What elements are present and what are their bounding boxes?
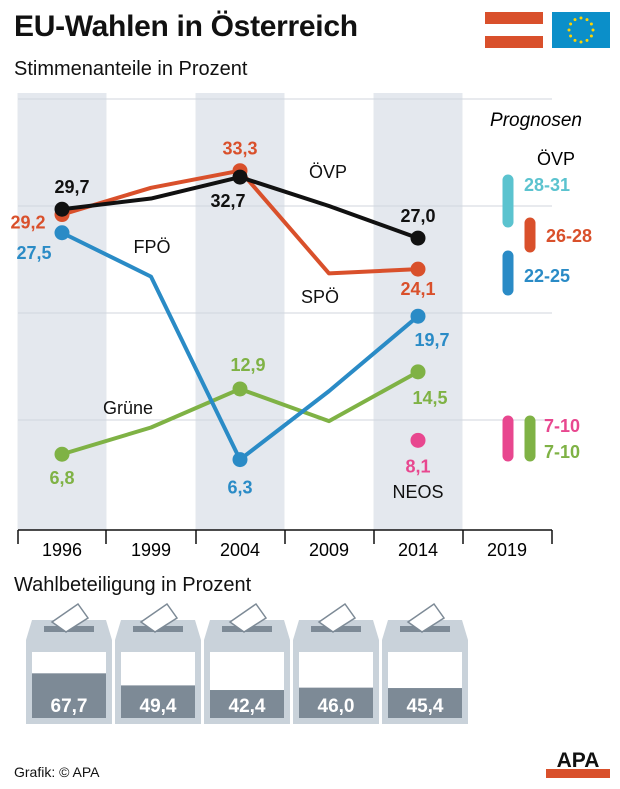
x-tick-2009: 2009	[309, 540, 349, 560]
chart-subtitle: Stimmenanteile in Prozent	[14, 58, 248, 80]
credit-text: Grafik: © APA	[14, 764, 100, 780]
marker-fpoe-2014	[410, 308, 426, 324]
marker-oevp-1996	[54, 201, 70, 217]
ballot-paper-icon	[139, 602, 179, 633]
value-label-gruene-2004: 12,9	[230, 355, 265, 375]
turnout-fill-1996	[32, 673, 106, 718]
prognose-label-spoe: 26-28	[546, 226, 592, 246]
turnout-value-2009: 46,0	[318, 696, 355, 717]
value-label-gruene-1996: 6,8	[49, 468, 74, 488]
eu-star-icon	[585, 38, 589, 42]
marker-spoe-2014	[410, 261, 426, 277]
prognose-label-fpoe: 22-25	[524, 266, 570, 286]
logo-text: APA	[557, 749, 600, 772]
turnout-value-1999: 49,4	[140, 696, 177, 717]
marker-gruene-2004	[232, 381, 248, 397]
turnout-fill-1999	[121, 685, 195, 718]
eu-star-icon	[569, 34, 573, 38]
eu-star-icon	[567, 28, 571, 32]
ballot-box-2009: 46,0	[293, 602, 379, 724]
series-markers	[54, 163, 426, 468]
prognose-label-oevp_prognose: 28-31	[524, 175, 570, 195]
value-label-spoe-2004: 33,3	[222, 139, 257, 159]
data-labels: 6,8 12,9 14,5 27,5 6,3 19,7 29,2 33,3 24,1 29,7 32…	[10, 139, 449, 502]
value-label-oevp-1996: 29,7	[54, 177, 89, 197]
x-tick-1999: 1999	[131, 540, 171, 560]
year-band-1996	[17, 93, 107, 530]
prognosen-title: Prognosen	[490, 110, 582, 131]
x-tick-1996: 1996	[42, 540, 82, 560]
marker-fpoe-1996	[54, 225, 70, 241]
prognosen: Prognosen ÖVP 28-31 26-28 22-25 7-10 7-10	[490, 110, 592, 462]
eu-star-icon	[591, 28, 595, 32]
ballot-box-2014: 45,4	[382, 602, 468, 724]
x-tick-2014: 2014	[398, 540, 438, 560]
marker-gruene-1996	[54, 446, 70, 462]
eu-star-icon	[573, 38, 577, 42]
series-name-oevp: ÖVP	[309, 162, 347, 182]
prognose-label-neos: 7-10	[544, 416, 580, 436]
prognose-name-oevp: ÖVP	[537, 149, 575, 169]
turnout-fill-2014	[388, 688, 462, 718]
turnout-title: Wahlbeteiligung in Prozent	[14, 574, 252, 596]
x-tick-2004: 2004	[220, 540, 260, 560]
turnout-fill-2009	[299, 687, 373, 718]
ballot-paper-icon	[228, 602, 268, 633]
value-label-fpoe-2004: 6,3	[227, 478, 252, 498]
value-label-fpoe-2014: 19,7	[414, 330, 449, 350]
value-label-fpoe-1996: 27,5	[16, 243, 51, 263]
eu-star-icon	[579, 40, 583, 44]
x-tick-2019: 2019	[487, 540, 527, 560]
ballot-paper-icon	[50, 602, 90, 633]
marker-fpoe-2004	[232, 452, 248, 468]
value-label-oevp-2004: 32,7	[210, 191, 245, 211]
eu-star-icon	[589, 34, 593, 38]
page-title: EU-Wahlen in Österreich	[14, 10, 358, 43]
ballot-box-1999: 49,4	[115, 602, 201, 724]
ballot-paper-icon	[406, 602, 446, 633]
eu-flag-icon	[552, 12, 610, 48]
ballot-box-1996: 67,7	[26, 602, 112, 724]
value-label-spoe-2014: 24,1	[400, 279, 435, 299]
turnout-fill-2004	[210, 690, 284, 718]
eu-star-icon	[569, 22, 573, 26]
series-name-neos: NEOS	[392, 482, 443, 502]
value-label-gruene-2014: 14,5	[412, 388, 447, 408]
value-label-spoe-1996: 29,2	[10, 213, 45, 233]
eu-star-icon	[573, 18, 577, 22]
value-label-oevp-2014: 27,0	[400, 206, 435, 226]
eu-star-icon	[579, 16, 583, 20]
marker-oevp-2014	[410, 230, 426, 246]
turnout-value-2004: 42,4	[229, 696, 266, 717]
eu-star-icon	[585, 18, 589, 22]
series-name-fpoe: FPÖ	[133, 237, 170, 257]
eu-star-icon	[589, 22, 593, 26]
x-axis: 1996 1999 2004 2009 2014 2019	[17, 529, 553, 560]
marker-neos-2014	[410, 432, 426, 448]
apa-logo: APA	[546, 749, 610, 778]
marker-gruene-2014	[410, 364, 426, 380]
turnout-value-1996: 67,7	[51, 696, 88, 717]
gridlines	[18, 98, 552, 421]
marker-oevp-2004	[232, 169, 248, 185]
prognose-label-gruene: 7-10	[544, 442, 580, 462]
turnout-value-2014: 45,4	[407, 696, 444, 717]
ballot-box-2004: 42,4	[204, 602, 290, 724]
series-name-spoe: SPÖ	[301, 287, 339, 307]
ballot-paper-icon	[317, 602, 357, 633]
turnout-ballot-boxes: 67,7 49,4 42,4 46,0 45,4	[26, 602, 468, 724]
austria-flag-icon	[485, 12, 543, 48]
series-name-gruene: Grüne	[103, 398, 153, 418]
value-label-neos-2014: 8,1	[405, 456, 430, 476]
